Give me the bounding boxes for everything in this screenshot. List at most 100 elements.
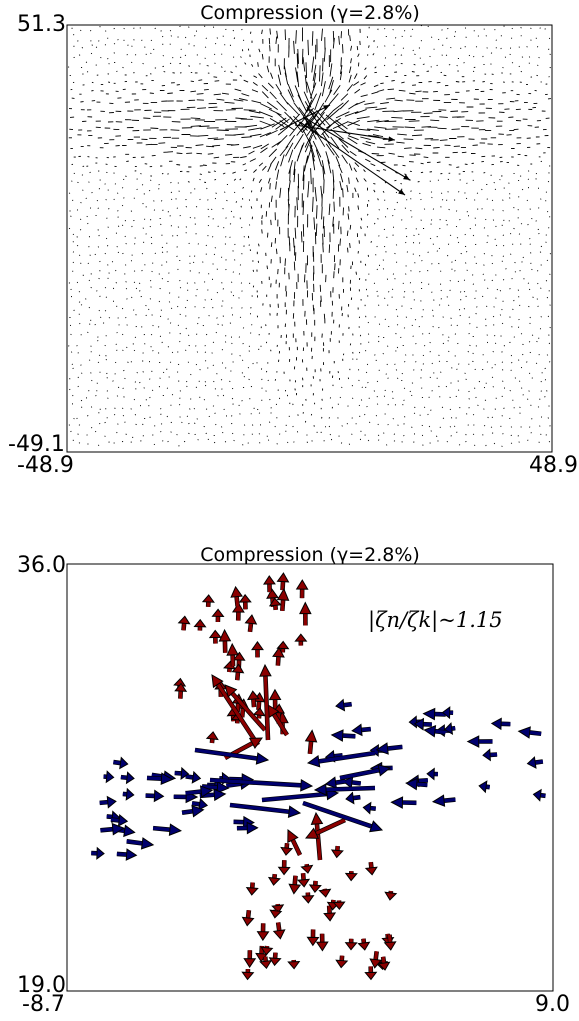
horizontal-vector-left (324, 776, 346, 789)
vertical-vector-up (230, 585, 243, 607)
vertical-vector-up (276, 640, 290, 653)
horizontal-vector-left (342, 776, 362, 789)
top-large-vector (294, 124, 396, 141)
horizontal-vector-right (113, 756, 129, 770)
vertical-vector-down (287, 959, 301, 970)
horizontal-vector-right (91, 846, 105, 860)
horizontal-vector-left (413, 717, 432, 731)
horizontal-vector-left (532, 788, 546, 802)
horizontal-vector-right (185, 785, 214, 798)
vertical-vector-down (330, 845, 344, 859)
horizontal-vector-left (431, 794, 456, 807)
vertical-vector-down (256, 923, 270, 942)
vertical-vector-up (272, 646, 285, 666)
vertical-vector-down (369, 951, 383, 969)
central-horizontal-vector (229, 802, 302, 818)
vertical-vector-up (208, 629, 222, 644)
vertical-vector-up (251, 640, 264, 658)
vertical-vector-down (301, 892, 315, 904)
top-vector-field (67, 24, 552, 447)
vertical-vector-up (263, 575, 276, 593)
horizontal-vector-left (490, 717, 511, 731)
horizontal-vector-left (526, 756, 544, 769)
vertical-vector-up (238, 593, 252, 610)
top-large-vector (279, 104, 331, 131)
vertical-vector-up (193, 618, 207, 631)
horizontal-vector-left (423, 724, 446, 738)
vertical-vector-down (364, 966, 378, 981)
top-plot-area (66, 24, 553, 453)
vertical-vector-down (306, 929, 320, 947)
vertical-vector-up (205, 731, 219, 744)
vertical-vector-down (315, 933, 329, 952)
horizontal-vector-left (478, 780, 491, 794)
vertical-vector-down (245, 882, 259, 896)
horizontal-vector-right (191, 797, 209, 811)
horizontal-vector-left (351, 723, 371, 737)
vertical-vector-down (335, 955, 349, 969)
horizontal-vector-right (201, 781, 230, 794)
vertical-vector-down (241, 909, 255, 927)
central-horizontal-vector (209, 777, 314, 792)
top-y-tick-min: -49.1 (8, 432, 65, 457)
horizontal-vector-right (146, 772, 174, 786)
vertical-vector-down (383, 934, 397, 951)
horizontal-vector-right (120, 771, 135, 785)
vertical-vector-up (177, 615, 191, 631)
horizontal-vector-right (152, 823, 182, 836)
horizontal-vector-right (185, 770, 202, 784)
central-vertical-vector (259, 663, 272, 741)
horizontal-vector-left (335, 698, 352, 712)
vertical-vector-down (308, 880, 322, 894)
central-vertical-vector (304, 817, 346, 839)
bottom-x-tick-min: -8.7 (22, 992, 65, 1017)
vertical-vector-down (272, 922, 286, 940)
vertical-vector-down (300, 863, 314, 874)
vertical-vector-down (269, 909, 283, 919)
vertical-vector-up (276, 587, 290, 612)
vertical-vector-down (241, 968, 255, 981)
top-x-tick-min: -48.9 (17, 453, 74, 478)
vertical-vector-down (323, 905, 337, 922)
top-large-vector-head (323, 105, 330, 111)
vertical-vector-down (280, 842, 294, 856)
top-large-vector (304, 117, 411, 181)
vertical-vector-up (218, 628, 232, 653)
top-chart-title: Compression (γ=2.8%) (200, 2, 420, 24)
vertical-vector-up (231, 602, 245, 621)
vertical-vector-down (364, 861, 378, 876)
horizontal-vector-right (236, 821, 259, 835)
horizontal-vector-left (390, 796, 417, 809)
vertical-vector-down (344, 871, 358, 882)
vertical-vector-up (244, 614, 258, 633)
vertical-vector-down (384, 890, 398, 901)
bottom-x-tick-max: 9.0 (535, 992, 570, 1017)
horizontal-vector-left (482, 748, 498, 762)
top-large-vector (299, 121, 406, 196)
vertical-vector-up (252, 707, 266, 719)
horizontal-vector-right (145, 789, 165, 803)
horizontal-vector-left (330, 729, 356, 742)
central-horizontal-vector (313, 783, 376, 796)
vertical-vector-down (332, 900, 346, 911)
bottom-y-tick-max: 36.0 (17, 553, 66, 578)
top-large-vector-head (403, 174, 410, 180)
horizontal-vector-right (174, 766, 190, 780)
vertical-vector-down (259, 956, 273, 970)
horizontal-vector-right (99, 795, 117, 809)
horizontal-vector-right (110, 813, 129, 827)
horizontal-vector-left (422, 707, 446, 721)
vertical-vector-down (260, 945, 274, 956)
vertical-vector-up (295, 579, 309, 599)
vertical-vector-up (276, 572, 290, 591)
top-plot-frame (66, 24, 553, 453)
horizontal-vector-left (441, 706, 454, 720)
central-vertical-vector (211, 674, 260, 747)
horizontal-vector-left (443, 722, 456, 736)
vertical-vector-down (277, 860, 291, 876)
central-vertical-vector (224, 684, 267, 732)
vertical-vector-down (344, 938, 358, 951)
top-large-vector-head (398, 189, 405, 195)
vertical-vector-down (377, 956, 391, 971)
central-horizontal-vector (302, 800, 384, 833)
